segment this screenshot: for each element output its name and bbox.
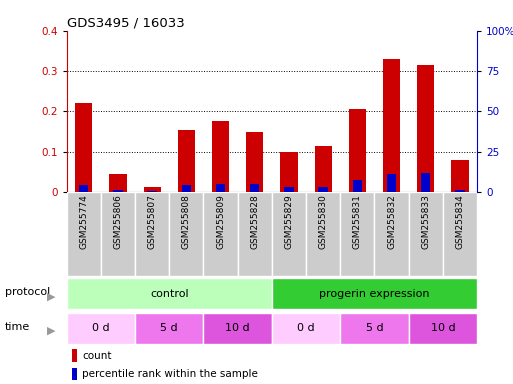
Text: 10 d: 10 d: [430, 323, 455, 333]
Text: percentile rank within the sample: percentile rank within the sample: [83, 369, 259, 379]
Text: GSM255833: GSM255833: [421, 195, 430, 250]
Text: GSM255807: GSM255807: [148, 195, 156, 250]
Text: 0 d: 0 d: [297, 323, 315, 333]
Bar: [451, 160, 468, 192]
FancyBboxPatch shape: [135, 192, 169, 276]
Text: GSM255830: GSM255830: [319, 195, 328, 250]
FancyBboxPatch shape: [272, 278, 477, 310]
FancyBboxPatch shape: [409, 313, 477, 344]
FancyBboxPatch shape: [340, 313, 409, 344]
Text: control: control: [150, 289, 189, 299]
Bar: [250, 184, 260, 192]
Text: GSM255831: GSM255831: [353, 195, 362, 250]
Bar: [144, 187, 161, 192]
Text: 10 d: 10 d: [225, 323, 250, 333]
Bar: [182, 185, 191, 192]
Text: ▶: ▶: [47, 291, 55, 301]
Bar: [319, 187, 328, 192]
FancyBboxPatch shape: [101, 192, 135, 276]
FancyBboxPatch shape: [443, 192, 477, 276]
Bar: [383, 59, 400, 192]
Bar: [353, 180, 362, 192]
Bar: [314, 146, 332, 192]
Text: GSM255806: GSM255806: [113, 195, 123, 250]
Bar: [387, 174, 397, 192]
Text: progerin expression: progerin expression: [319, 289, 430, 299]
Bar: [113, 190, 123, 192]
FancyBboxPatch shape: [204, 192, 238, 276]
Bar: [417, 65, 435, 192]
Bar: [79, 185, 88, 192]
Text: 0 d: 0 d: [92, 323, 110, 333]
FancyBboxPatch shape: [409, 192, 443, 276]
Bar: [281, 152, 298, 192]
Bar: [421, 173, 430, 192]
Bar: [212, 121, 229, 192]
Bar: [216, 184, 225, 192]
FancyBboxPatch shape: [374, 192, 409, 276]
Text: protocol: protocol: [5, 287, 50, 297]
FancyBboxPatch shape: [272, 192, 306, 276]
Text: 5 d: 5 d: [366, 323, 383, 333]
Bar: [75, 103, 92, 192]
Text: GSM255829: GSM255829: [285, 195, 293, 249]
Bar: [284, 187, 294, 192]
Bar: [349, 109, 366, 192]
Bar: [72, 349, 77, 362]
FancyBboxPatch shape: [272, 313, 340, 344]
Bar: [246, 132, 263, 192]
Text: GSM255832: GSM255832: [387, 195, 396, 249]
Text: GSM255808: GSM255808: [182, 195, 191, 250]
Text: GSM255774: GSM255774: [80, 195, 88, 249]
FancyBboxPatch shape: [67, 313, 135, 344]
Text: GDS3495 / 16033: GDS3495 / 16033: [67, 17, 185, 30]
FancyBboxPatch shape: [67, 278, 272, 310]
Bar: [72, 368, 77, 380]
Bar: [456, 190, 465, 192]
Text: GSM255828: GSM255828: [250, 195, 259, 249]
FancyBboxPatch shape: [169, 192, 204, 276]
FancyBboxPatch shape: [204, 313, 272, 344]
Text: count: count: [83, 351, 112, 361]
Text: GSM255834: GSM255834: [456, 195, 464, 249]
FancyBboxPatch shape: [340, 192, 374, 276]
Text: 5 d: 5 d: [161, 323, 178, 333]
Text: ▶: ▶: [47, 326, 55, 336]
Bar: [148, 191, 157, 192]
FancyBboxPatch shape: [135, 313, 204, 344]
Text: GSM255809: GSM255809: [216, 195, 225, 250]
FancyBboxPatch shape: [306, 192, 340, 276]
Text: time: time: [5, 321, 30, 332]
Bar: [109, 174, 127, 192]
Bar: [178, 129, 195, 192]
FancyBboxPatch shape: [67, 192, 101, 276]
FancyBboxPatch shape: [238, 192, 272, 276]
